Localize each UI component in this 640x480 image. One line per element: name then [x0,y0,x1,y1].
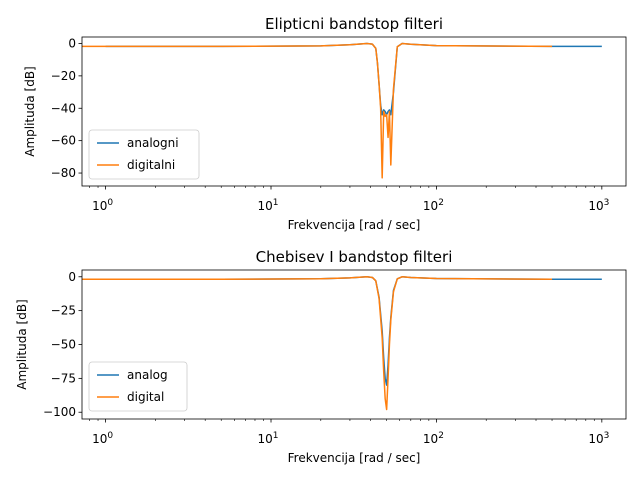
x-tick-label-exponent: 0 [107,431,113,441]
legend-label: analogni [127,136,179,150]
x-tick-label-exponent: 3 [604,431,610,441]
chart-title: Chebisev I bandstop filteri [256,248,453,266]
x-axis-label: Frekvencija [rad / sec] [288,218,421,232]
x-tick-label-base: 10 [92,199,107,213]
x-axis-label: Frekvencija [rad / sec] [288,451,421,465]
legend-label: digital [127,390,164,404]
y-tick-label: −40 [51,101,76,115]
x-tick-label-exponent: 2 [438,198,444,208]
x-tick-label-base: 10 [423,199,438,213]
x-tick-label-base: 10 [92,432,107,446]
y-tick-label: 0 [68,36,76,50]
x-tick-label-base: 10 [588,432,603,446]
legend: analog digital [89,362,187,411]
y-tick-label: −50 [51,338,76,352]
x-tick-label-exponent: 0 [107,198,113,208]
x-tick-label-exponent: 1 [273,198,279,208]
x-tick-label-exponent: 2 [438,431,444,441]
legend-label: digitalni [127,158,175,172]
x-tick-label-base: 10 [258,199,273,213]
chart-title: Elipticni bandstop filteri [265,15,443,33]
legend-label: analog [127,368,168,382]
y-tick-label: −20 [51,69,76,83]
y-tick-label: −25 [51,304,76,318]
y-tick-label: −100 [43,405,76,419]
y-tick-label: 0 [68,270,76,284]
y-axis-label: Amplituda [dB] [23,66,37,157]
x-tick-label-exponent: 1 [273,431,279,441]
y-tick-label: −60 [51,134,76,148]
y-tick-label: −75 [51,371,76,385]
x-tick-label-base: 10 [588,199,603,213]
legend: analogni digitalni [89,130,199,179]
x-tick-label-base: 10 [258,432,273,446]
y-tick-label: −80 [51,166,76,180]
y-axis-label: Amplituda [dB] [15,299,29,390]
x-tick-label-exponent: 3 [604,198,610,208]
x-tick-label-base: 10 [423,432,438,446]
